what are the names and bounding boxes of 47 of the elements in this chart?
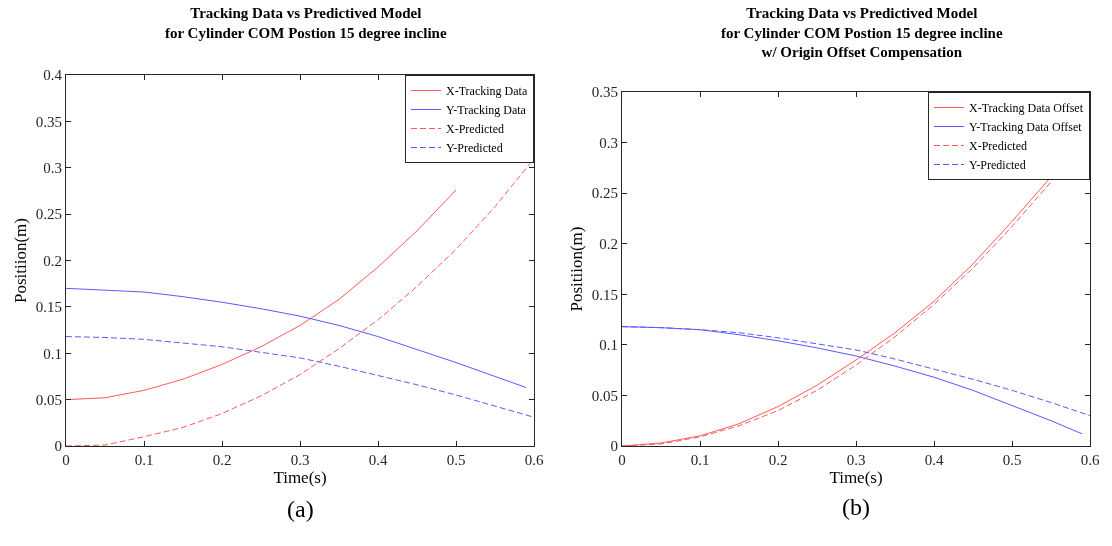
x-axis-title: Time(s) xyxy=(829,468,883,488)
line-series xyxy=(66,336,534,418)
y-tick-label: 0.25 xyxy=(591,185,618,202)
legend-label: Y-Predicted xyxy=(446,141,503,156)
x-tick-label: 0.6 xyxy=(524,452,544,468)
legend-label: X-Tracking Data Offset xyxy=(969,101,1084,116)
x-tick-label: 0.5 xyxy=(1002,452,1022,468)
x-tick-label: 0.2 xyxy=(768,452,788,468)
y-tick-label: 0.15 xyxy=(35,299,62,316)
x-tick-label: 0.6 xyxy=(1080,452,1100,468)
line-series xyxy=(66,287,527,389)
x-tick-label: 0.2 xyxy=(212,452,232,468)
y-tick-label: 0 xyxy=(54,438,62,455)
chart-title: Tracking Data vs Predictived Model for Cylinder COM Postion 15 degree incline w/ Origin Offset Compensation xyxy=(720,5,1003,60)
legend-label: X-Tracking Data xyxy=(446,84,528,99)
y-tick-label: 0.35 xyxy=(591,84,618,101)
legend-label: Y-Tracking Data Offset xyxy=(969,120,1083,135)
y-tick-label: 0.1 xyxy=(599,337,618,354)
y-tick-label: 0 xyxy=(610,438,618,455)
y-tick-label: 0.1 xyxy=(43,345,62,362)
x-tick-label: 0.1 xyxy=(134,452,154,468)
legend-label: Y-Tracking Data xyxy=(446,103,527,118)
x-axis-title: Time(s) xyxy=(273,468,327,488)
text: (b) xyxy=(842,494,870,520)
chart-title: Tracking Data vs Predictived Model for Cylinder COM Postion 15 degree incline xyxy=(164,5,447,41)
y-tick-label: 0.35 xyxy=(35,113,62,130)
x-tick-label: 0.5 xyxy=(446,452,466,468)
legend-label: Y-Predicted xyxy=(969,158,1026,173)
y-tick-label: 0.05 xyxy=(35,391,62,408)
x-tick-label: 0.3 xyxy=(290,452,310,468)
x-tick-label: 0.4 xyxy=(368,452,388,468)
y-axis-title: Positiion(m) xyxy=(567,226,587,312)
x-tick-label: 0.3 xyxy=(846,452,866,468)
y-tick-label: 0.4 xyxy=(43,67,63,84)
x-tick-label: 0.1 xyxy=(690,452,710,468)
legend-label: X-Predicted xyxy=(969,139,1027,154)
y-tick-label: 0.3 xyxy=(43,160,62,176)
y-axis-title: Positiion(m) xyxy=(11,217,31,304)
y-tick-label: 0.2 xyxy=(599,235,618,252)
y-tick-label: 0.2 xyxy=(43,252,62,269)
x-tick-label: 0.4 xyxy=(924,452,944,468)
y-tick-label: 0.15 xyxy=(591,286,618,303)
y-tick-label: 0.3 xyxy=(599,134,618,151)
y-tick-label: 0.05 xyxy=(591,387,618,404)
text: (a) xyxy=(287,496,314,522)
legend-label: X-Predicted xyxy=(446,122,504,137)
y-tick-label: 0.25 xyxy=(35,206,62,223)
